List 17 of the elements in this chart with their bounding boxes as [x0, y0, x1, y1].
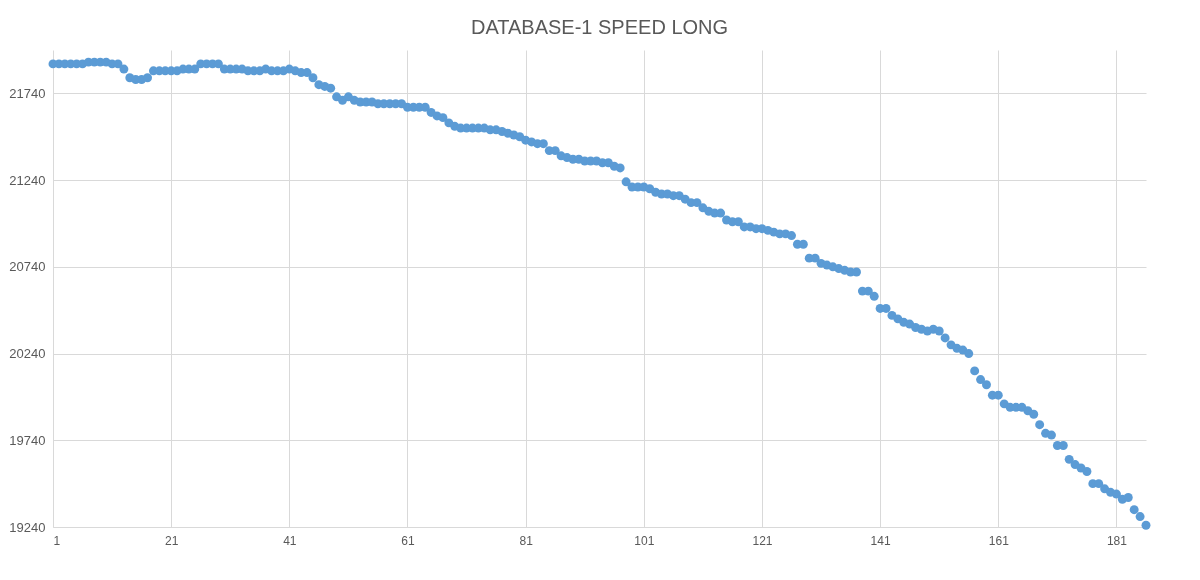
y-tick-label: 19240: [9, 519, 46, 535]
y-tick-label: 21740: [9, 85, 46, 101]
y-tick-label: 19740: [9, 432, 46, 448]
y-tick-label: 21240: [9, 172, 46, 188]
x-tick-label: 41: [283, 533, 297, 548]
x-tick-label: 1: [53, 533, 61, 548]
chart-title: DATABASE-1 SPEED LONG: [470, 16, 729, 38]
x-tick-label: 101: [634, 533, 655, 548]
y-tick-label: 20740: [9, 259, 46, 275]
x-tick-label: 21: [164, 533, 179, 548]
x-tick-label: 181: [1106, 533, 1128, 548]
x-tick-label: 121: [752, 533, 773, 548]
x-tick-label: 141: [870, 533, 891, 548]
x-tick-label: 61: [401, 533, 415, 548]
x-tick-label: 161: [988, 533, 1010, 548]
x-tick-label: 81: [519, 533, 534, 548]
y-tick-label: 20240: [9, 346, 46, 362]
